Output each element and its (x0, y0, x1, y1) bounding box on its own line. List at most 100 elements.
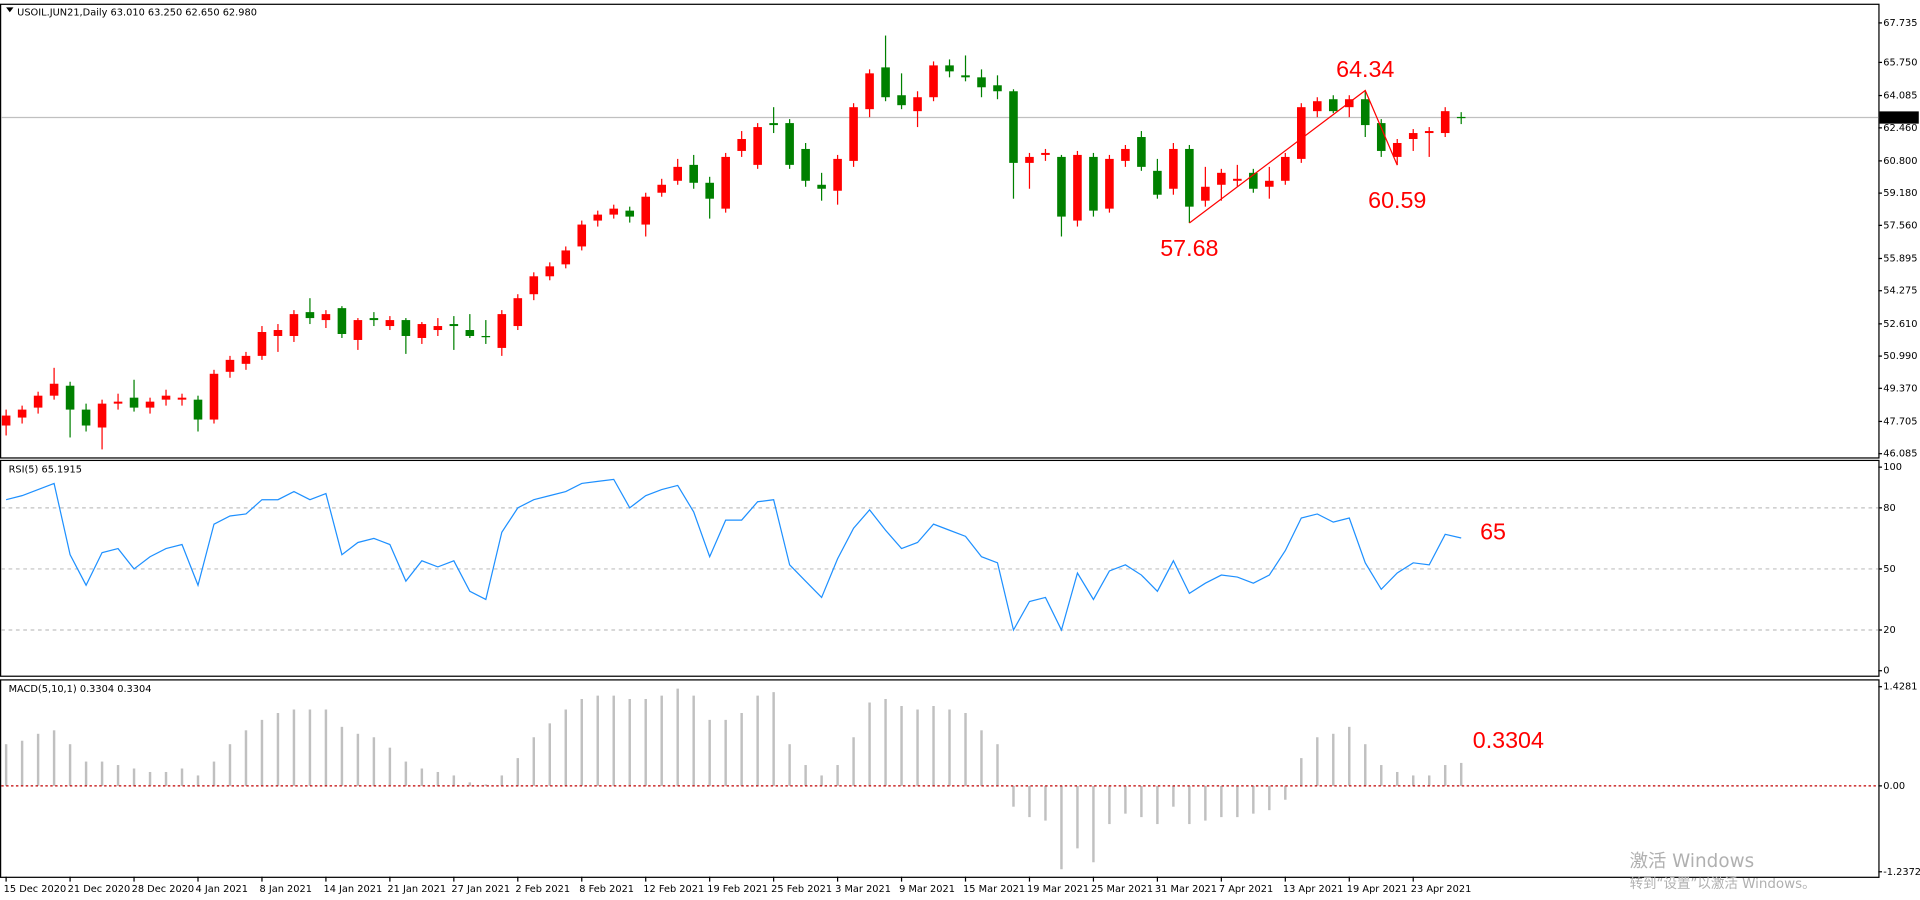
candle-body (881, 67, 890, 98)
candle-body (161, 395, 171, 400)
candle-body (225, 359, 235, 372)
candle-body (1424, 131, 1434, 134)
y-tick-label: 65.750 (1883, 57, 1917, 68)
x-tick-label: 8 Jan 2021 (260, 884, 312, 895)
y-tick-label: 64.085 (1883, 91, 1917, 102)
candle-body (241, 355, 251, 364)
menu-triangle[interactable] (6, 7, 14, 13)
y-tick-label: 54.275 (1883, 286, 1917, 297)
candle-body (321, 314, 331, 321)
candle-body (817, 184, 826, 189)
candle-body (641, 196, 651, 225)
candle-body (465, 330, 475, 336)
candle-body (625, 210, 635, 217)
candle-body (897, 95, 906, 106)
x-tick-label: 28 Dec 2020 (132, 884, 195, 895)
x-tick-label: 15 Mar 2021 (963, 884, 1025, 895)
y-tick-label: 1.4281 (1883, 682, 1917, 693)
candle-body (1153, 170, 1162, 195)
y-tick-label: 57.560 (1883, 220, 1917, 231)
candle-body (673, 166, 682, 181)
candle-body (369, 318, 379, 321)
candle-body (353, 320, 363, 340)
candle-body (1456, 116, 1466, 119)
candle-body (337, 308, 347, 334)
y-tick-label: 20 (1883, 625, 1895, 636)
candle-body (1057, 156, 1066, 217)
candle-body (257, 332, 267, 356)
y-tick-label: 67.735 (1883, 18, 1917, 29)
chart-header: USOIL.JUN21,Daily 63.010 63.250 62.650 6… (17, 7, 257, 18)
x-tick-label: 9 Mar 2021 (899, 884, 955, 895)
y-tick-label: 100 (1883, 462, 1902, 473)
candle-body (577, 224, 587, 247)
y-tick-label: 60.800 (1883, 156, 1917, 167)
current-price-label: 62.980 (1882, 113, 1916, 124)
candle-body (1360, 99, 1370, 126)
candle-body (1313, 101, 1322, 112)
x-tick-label: 19 Feb 2021 (707, 884, 768, 895)
candle-body (657, 184, 666, 193)
zigzag-label: 57.68 (1160, 235, 1218, 261)
y-tick-label: 80 (1883, 503, 1895, 514)
candle-body (1185, 148, 1194, 207)
candle-body (993, 85, 1002, 92)
candle-body (833, 158, 842, 191)
candle-body (481, 335, 491, 338)
y-tick-label: 55.895 (1883, 253, 1917, 264)
watermark: 转到“设置”以激活 Windows。 (1630, 876, 1816, 892)
candle-body (385, 320, 395, 327)
candle-body (865, 73, 874, 110)
candle-body (449, 324, 459, 327)
current-price-box (1879, 111, 1919, 124)
candle-body (65, 385, 75, 410)
candle-body (1121, 148, 1130, 161)
candle-body (49, 383, 59, 396)
candle-body (1105, 158, 1114, 209)
x-tick-label: 3 Mar 2021 (835, 884, 891, 895)
candle-body (929, 65, 938, 98)
y-tick-label: 62.460 (1883, 123, 1917, 134)
candle-body (1281, 156, 1290, 181)
x-tick-label: 2 Feb 2021 (515, 884, 570, 895)
candle-body (1440, 111, 1450, 134)
y-tick-label: 46.085 (1883, 449, 1917, 460)
macd-annotation: 0.3304 (1473, 727, 1544, 753)
candle-body (977, 77, 986, 88)
candle-body (1137, 137, 1146, 167)
candle-body (17, 409, 27, 418)
candle-body (689, 164, 698, 183)
zigzag-line (1189, 89, 1398, 224)
candle-body (513, 298, 523, 327)
candle-body (561, 250, 571, 265)
x-tick-label: 25 Feb 2021 (771, 884, 832, 895)
candle-body (1297, 107, 1306, 159)
x-tick-label: 4 Jan 2021 (196, 884, 248, 895)
candle-body (529, 276, 539, 295)
candle-body (945, 65, 954, 72)
candle-body (1217, 172, 1226, 185)
candle-body (705, 182, 714, 199)
macd-title: MACD(5,10,1) 0.3304 0.3304 (9, 684, 152, 695)
candle-body (1073, 154, 1082, 221)
candle-body (113, 401, 123, 404)
x-tick-label: 21 Jan 2021 (387, 884, 446, 895)
candle-body (849, 107, 858, 161)
y-tick-label: 0 (1883, 666, 1889, 677)
candle-body (193, 399, 203, 420)
x-tick-label: 21 Dec 2020 (68, 884, 131, 895)
candle-body (145, 401, 155, 408)
price-panel (0, 3, 1880, 459)
watermark: 激活 Windows (1630, 851, 1755, 872)
candle-body (1249, 172, 1258, 189)
candle-body (1328, 99, 1338, 112)
candle-body (785, 123, 794, 165)
candle-body (1376, 123, 1386, 151)
candle-body (273, 330, 283, 336)
candle-body (609, 208, 619, 215)
candle-body (1233, 178, 1242, 181)
candle-body (289, 314, 299, 336)
zigzag-label: 64.34 (1336, 56, 1394, 82)
